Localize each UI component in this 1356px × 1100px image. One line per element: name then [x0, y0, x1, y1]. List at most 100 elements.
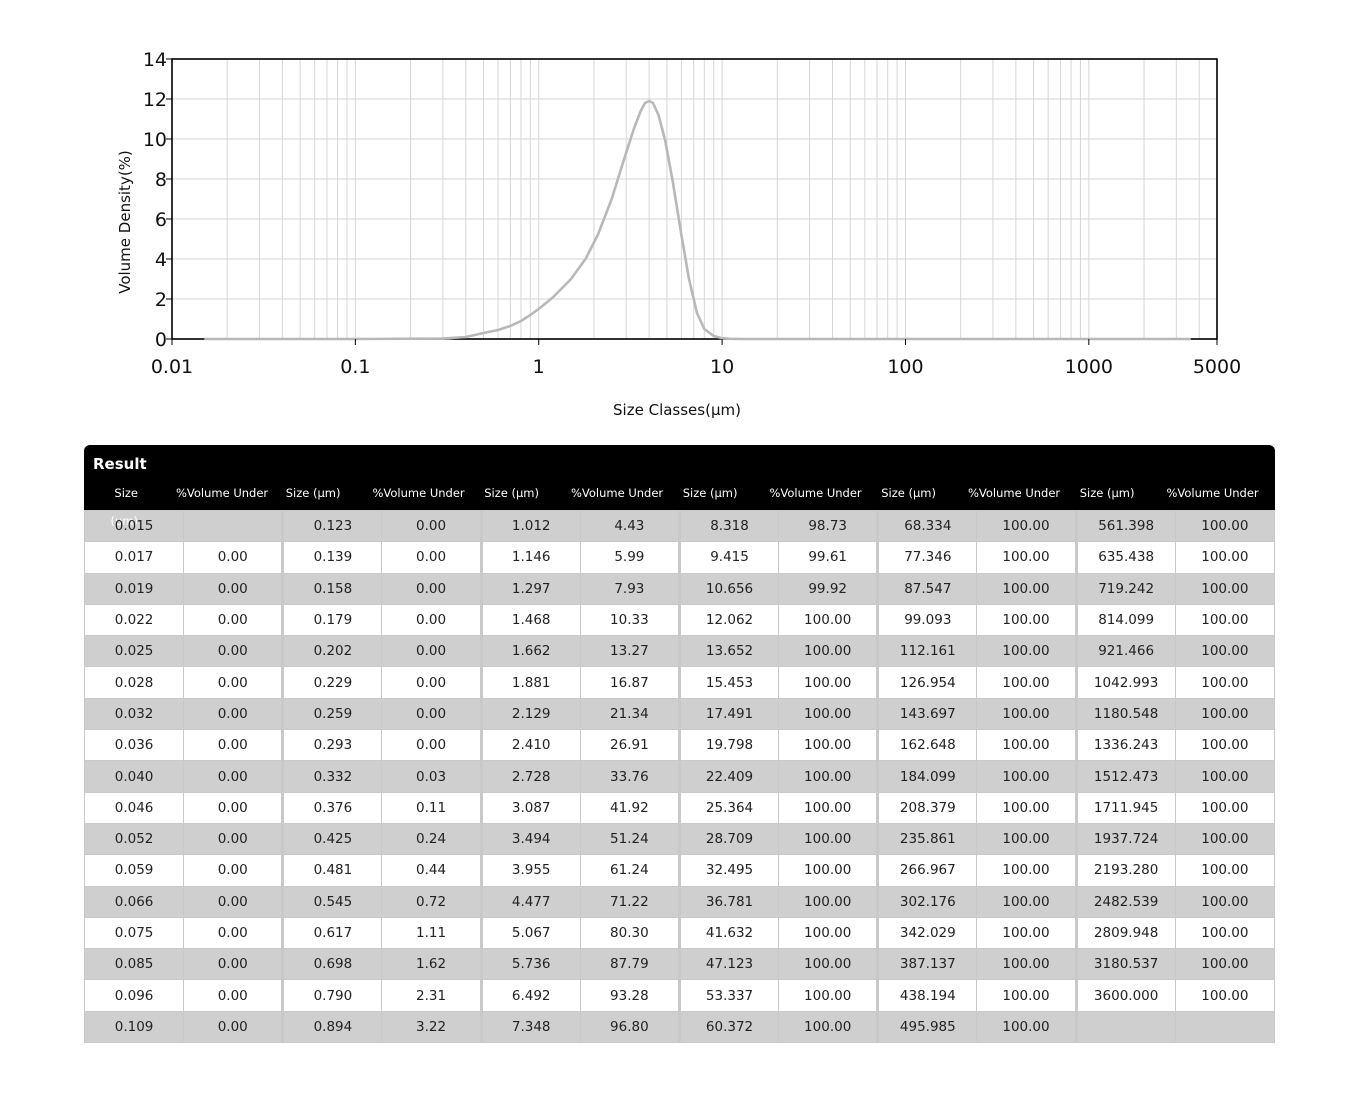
- volume-under-cell: 0.00: [183, 697, 285, 731]
- volume-under-cell: 61.24: [579, 854, 681, 887]
- size-cell: 0.376: [282, 791, 383, 824]
- size-cell: 7.348: [480, 1010, 581, 1044]
- chart-svg: 0 2 4 6 8 10 12 14 0.01 0.1 1 10 100 1000 5000 Size Cla…: [116, 49, 1241, 419]
- volume-under-cell: 100.00: [778, 948, 880, 981]
- table-row: 0.036 0.00 0.293 0.00 2.410 26.91 19.798 100.00…: [83, 729, 1276, 762]
- volume-under-cell: 100.00: [1174, 885, 1276, 918]
- volume-under-cell: 0.03: [381, 760, 483, 793]
- volume-under-cell: 0.00: [381, 697, 483, 731]
- table-row: 0.032 0.00 0.259 0.00 2.129 21.34 17.491 100.00…: [83, 697, 1276, 731]
- size-cell: 0.229: [282, 666, 383, 699]
- volume-under-cell: 16.87: [579, 666, 681, 699]
- volume-under-cell: 5.99: [579, 541, 681, 574]
- size-cell: 495.985: [877, 1010, 978, 1044]
- table-row: 0.109 0.00 0.894 3.22 7.348 96.80 60.372 100.00…: [83, 1010, 1276, 1044]
- volume-under-cell: 87.79: [579, 948, 681, 981]
- volume-under-cell: 0.24: [381, 822, 483, 856]
- size-header: Size (μm): [881, 486, 936, 500]
- volume-under-cell: 0.00: [183, 541, 285, 574]
- volume-under-cell: 0.72: [381, 885, 483, 918]
- size-cell: 10.656: [678, 572, 780, 605]
- size-cell: 0.617: [282, 916, 383, 950]
- volume-under-cell: 100.00: [778, 729, 880, 762]
- size-cell: 0.259: [282, 697, 383, 731]
- size-cell: 3180.537: [1075, 948, 1176, 981]
- size-cell: 112.161: [877, 635, 978, 668]
- size-cell: 0.040: [83, 760, 185, 793]
- size-cell: 635.438: [1075, 541, 1176, 574]
- size-cell: 3.494: [480, 822, 581, 856]
- table-row: 0.025 0.00 0.202 0.00 1.662 13.27 13.652 100.00…: [83, 635, 1276, 668]
- volume-under-cell: 100.00: [1174, 603, 1276, 637]
- size-header: Size (μm): [285, 486, 341, 500]
- size-cell: 1937.724: [1075, 822, 1176, 856]
- size-cell: 162.648: [877, 729, 978, 762]
- volume-under-header: %Volume Under: [176, 486, 269, 500]
- volume-under-cell: 96.80: [579, 1010, 681, 1044]
- volume-under-cell: 100.00: [1174, 916, 1276, 950]
- table-row: 0.066 0.00 0.545 0.72 4.477 71.22 36.781 100.00…: [83, 885, 1276, 918]
- size-cell: 0.332: [282, 760, 383, 793]
- volume-under-cell: 0.00: [183, 635, 285, 668]
- size-cell: 1.468: [480, 603, 581, 637]
- size-cell: 2.129: [480, 697, 581, 731]
- volume-under-cell: 0.00: [381, 572, 483, 605]
- x-tick-label: 0.1: [340, 356, 370, 378]
- size-cell: 0.894: [282, 1010, 383, 1044]
- size-cell: 1.012: [480, 509, 581, 543]
- volume-under-cell: 100.00: [778, 760, 880, 793]
- volume-under-cell: 0.00: [381, 541, 483, 574]
- volume-under-cell: 100.00: [1174, 791, 1276, 824]
- volume-under-cell: 100.00: [778, 635, 880, 668]
- size-cell: 0.698: [282, 948, 383, 981]
- volume-under-cell: 0.00: [183, 822, 285, 856]
- size-cell: 1042.993: [1075, 666, 1176, 699]
- result-title: Result: [84, 445, 1275, 479]
- x-tick-label: 10: [710, 356, 734, 378]
- size-cell: 0.790: [282, 979, 383, 1012]
- volume-under-cell: 100.00: [976, 697, 1078, 731]
- volume-under-cell: 100.00: [778, 603, 880, 637]
- volume-under-cell: 100.00: [1174, 635, 1276, 668]
- size-cell: 126.954: [877, 666, 978, 699]
- volume-under-cell: 100.00: [778, 885, 880, 918]
- size-cell: 0.025: [83, 635, 185, 668]
- volume-under-cell: 100.00: [1174, 979, 1276, 1012]
- size-cell: 387.137: [877, 948, 978, 981]
- size-cell: 438.194: [877, 979, 978, 1012]
- size-cell: 0.179: [282, 603, 383, 637]
- table-row: 0.059 0.00 0.481 0.44 3.955 61.24 32.495 100.00…: [83, 854, 1276, 887]
- size-cell: 0.158: [282, 572, 383, 605]
- column-header-group: Size (μm) %Volume Under: [680, 479, 879, 510]
- table-row: 0.019 0.00 0.158 0.00 1.297 7.93 10.656 99.92 87…: [83, 572, 1276, 605]
- size-cell: 0.109: [83, 1010, 185, 1044]
- volume-under-cell: 100.00: [976, 885, 1078, 918]
- volume-under-cell: 100.00: [976, 760, 1078, 793]
- size-header: Size (μm): [1079, 486, 1135, 500]
- size-cell: 17.491: [678, 697, 780, 731]
- volume-under-cell: 41.92: [579, 791, 681, 824]
- size-cell: 0.052: [83, 822, 185, 856]
- size-cell: 2193.280: [1075, 854, 1176, 887]
- size-cell: 0.123: [282, 509, 383, 543]
- size-cell: 32.495: [678, 854, 780, 887]
- column-header-group: Size (μm) %Volume Under: [878, 479, 1077, 510]
- volume-under-cell: 100.00: [976, 948, 1078, 981]
- size-cell: 2.728: [480, 760, 581, 793]
- volume-under-cell: 100.00: [976, 635, 1078, 668]
- volume-under-cell: 0.00: [183, 916, 285, 950]
- volume-under-cell: 0.00: [381, 603, 483, 637]
- volume-under-cell: 26.91: [579, 729, 681, 762]
- size-cell: 921.466: [1075, 635, 1176, 668]
- x-tick-label: 1: [533, 356, 545, 378]
- volume-under-cell: 100.00: [976, 509, 1078, 543]
- size-cell: 0.202: [282, 635, 383, 668]
- table-row: 0.096 0.00 0.790 2.31 6.492 93.28 53.337 100.00…: [83, 979, 1276, 1012]
- volume-under-cell: 0.00: [183, 572, 285, 605]
- y-tick-label: 0: [155, 329, 167, 351]
- x-axis-label: Size Classes(μm): [613, 401, 741, 419]
- y-tick-label: 2: [155, 289, 167, 311]
- volume-under-cell: 100.00: [778, 1010, 880, 1044]
- volume-under-cell: 100.00: [778, 854, 880, 887]
- volume-under-cell: 0.00: [183, 948, 285, 981]
